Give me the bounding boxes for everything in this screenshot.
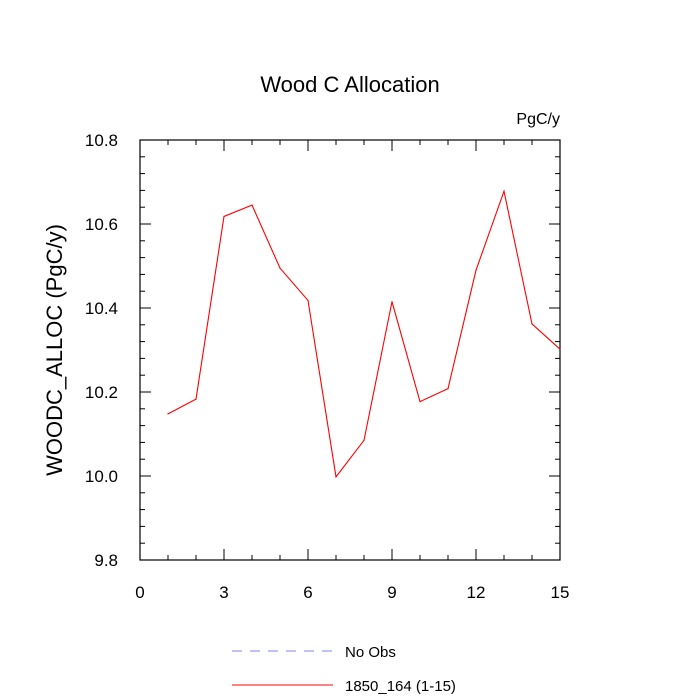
- data-point: [447, 388, 449, 390]
- plot-frame: [139, 139, 561, 561]
- data-point: [307, 299, 309, 302]
- data-point: [279, 267, 281, 269]
- x-tick-label: 15: [551, 583, 570, 602]
- y-tick-label: 9.8: [94, 551, 118, 570]
- y-tick-label: 10.0: [85, 467, 118, 486]
- y-tick-label: 10.6: [85, 215, 118, 234]
- axis-ticks: [139, 139, 561, 561]
- x-tick-label: 0: [135, 583, 144, 602]
- data-point: [391, 301, 393, 303]
- data-point: [531, 323, 533, 325]
- data-point: [363, 439, 365, 441]
- y-tick-label: 10.4: [85, 299, 118, 318]
- y-axis-label: WOODC_ALLOC (PgC/y): [42, 224, 67, 476]
- series-line: [167, 189, 561, 479]
- data-point: [559, 348, 561, 350]
- legend-label: 1850_164 (1-15): [345, 678, 456, 695]
- plot-area: [167, 189, 561, 479]
- data-point: [419, 401, 421, 403]
- y-tick-label: 10.8: [85, 131, 118, 150]
- data-point: [223, 215, 225, 218]
- data-point: [195, 398, 197, 400]
- data-point: [475, 269, 477, 271]
- tick-labels: 0 3 6 9 12 15 9.8 10.0 10.2 10.4 10.6 10.8: [85, 131, 570, 602]
- data-point: [335, 476, 337, 478]
- y-tick-label: 10.2: [85, 383, 118, 402]
- data-point: [251, 204, 253, 206]
- x-tick-label: 3: [219, 583, 228, 602]
- x-tick-label: 12: [467, 583, 486, 602]
- chart-title: Wood C Allocation: [260, 72, 439, 97]
- legend-label: No Obs: [345, 644, 396, 661]
- x-tick-label: 6: [303, 583, 312, 602]
- data-point: [167, 413, 169, 415]
- x-tick-label: 9: [387, 583, 396, 602]
- units-label: PgC/y: [516, 111, 560, 128]
- data-point: [503, 190, 505, 192]
- legend: No Obs 1850_164 (1-15): [232, 644, 456, 695]
